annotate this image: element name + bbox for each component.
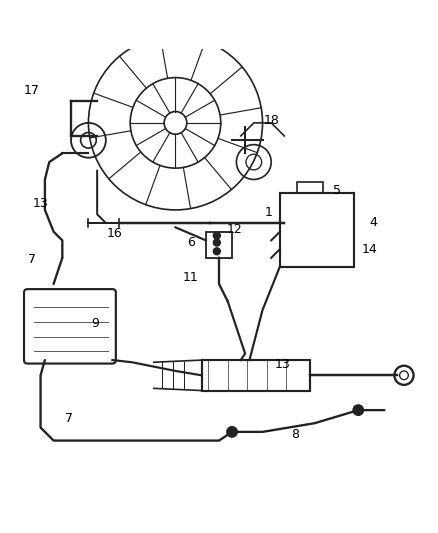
Bar bbox=[280, 192, 354, 266]
Bar bbox=[201, 360, 311, 391]
Text: 7: 7 bbox=[28, 254, 36, 266]
Circle shape bbox=[353, 405, 364, 415]
Text: 13: 13 bbox=[33, 197, 49, 210]
Text: 5: 5 bbox=[332, 184, 340, 197]
Bar bbox=[297, 182, 323, 192]
Text: 11: 11 bbox=[183, 271, 198, 284]
Circle shape bbox=[213, 248, 220, 255]
Text: 6: 6 bbox=[187, 236, 194, 249]
Text: 14: 14 bbox=[361, 243, 377, 256]
Text: 16: 16 bbox=[107, 228, 123, 240]
Circle shape bbox=[213, 239, 220, 246]
Text: 4: 4 bbox=[370, 216, 378, 230]
Text: 12: 12 bbox=[226, 223, 242, 236]
Text: 9: 9 bbox=[91, 317, 99, 329]
Bar bbox=[206, 232, 232, 258]
Text: 7: 7 bbox=[65, 413, 73, 425]
Text: 17: 17 bbox=[24, 84, 40, 96]
Circle shape bbox=[227, 426, 237, 437]
Text: 8: 8 bbox=[291, 427, 299, 441]
Circle shape bbox=[213, 232, 220, 239]
Text: 18: 18 bbox=[263, 114, 279, 127]
Text: 13: 13 bbox=[274, 358, 290, 371]
Text: 1: 1 bbox=[265, 206, 273, 219]
